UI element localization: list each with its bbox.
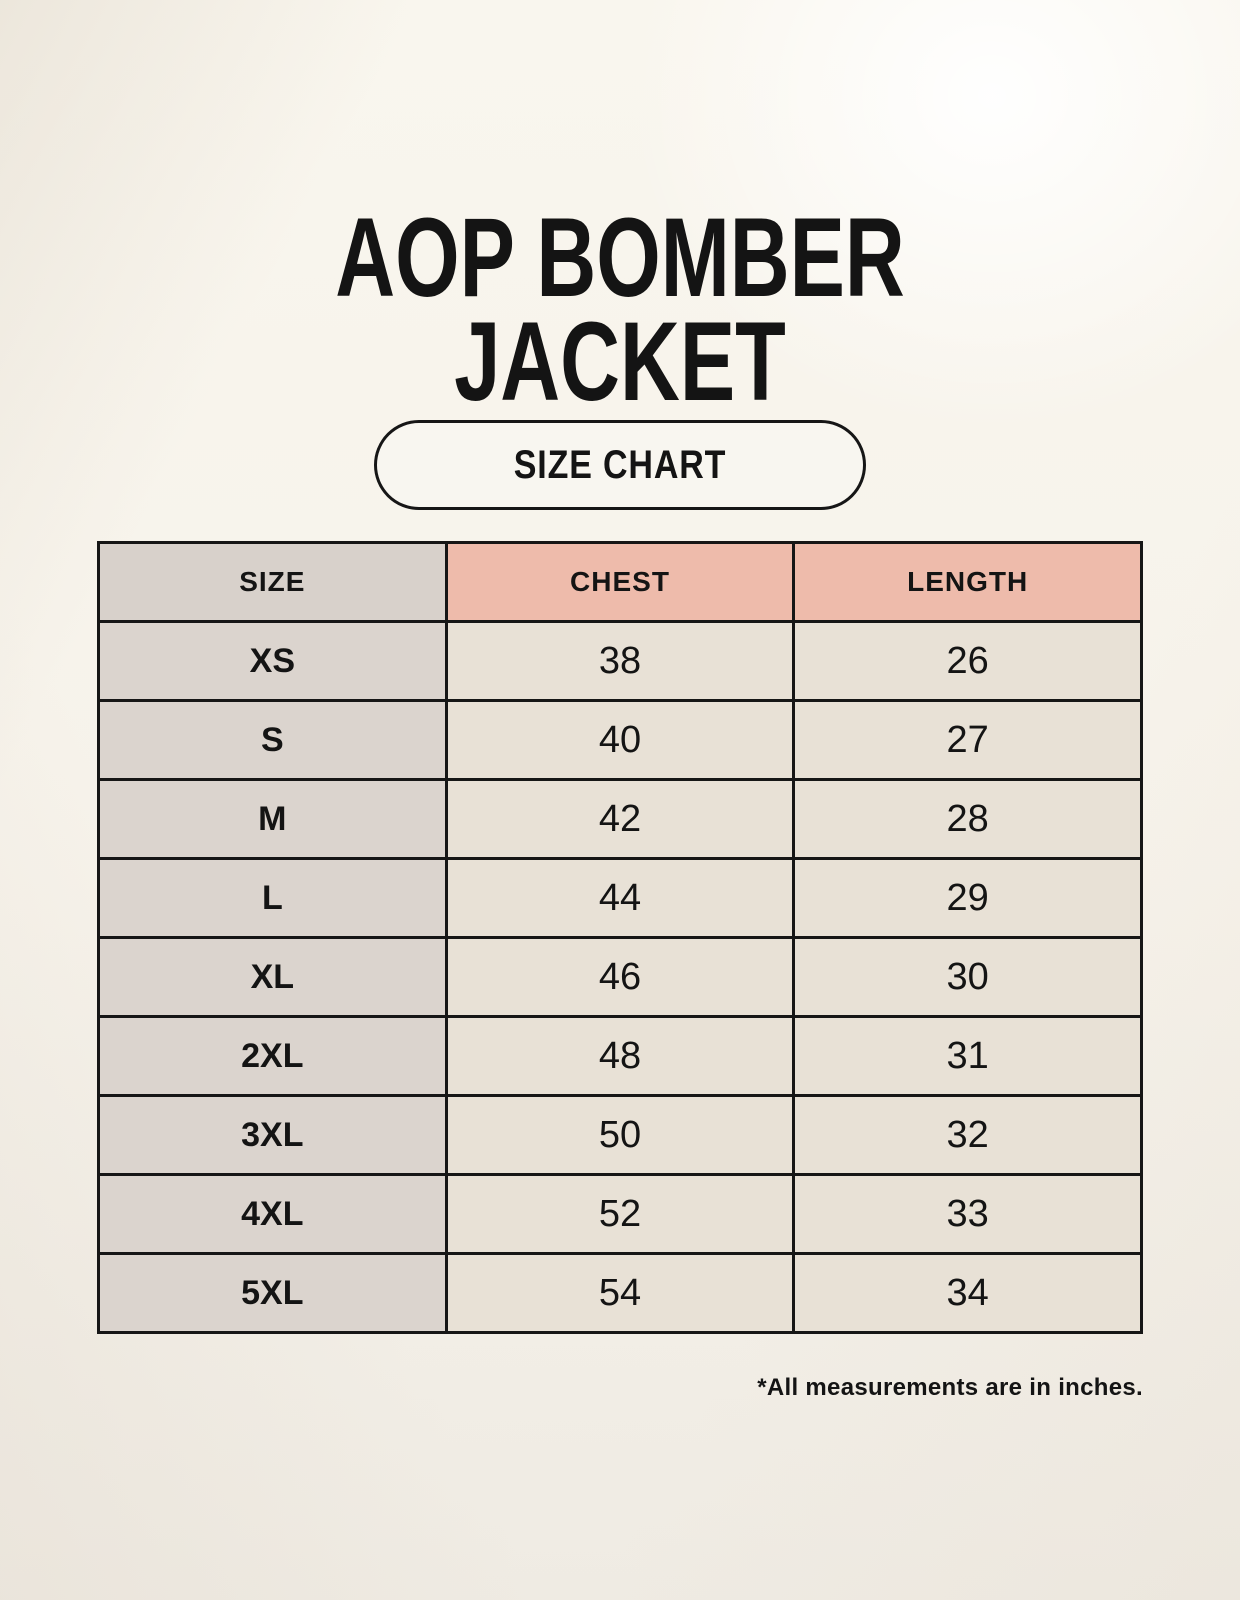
size-chart-table-body: XS 38 26 S 40 27 M 42 28 L 44 29 XL 46 30 2XL 48 31 3XL 50 3…: [97, 620, 1143, 1334]
size-label: M: [97, 778, 448, 860]
length-value: 28: [792, 778, 1143, 860]
column-header-chest: CHEST: [444, 541, 796, 623]
table-row: L 44 29: [97, 857, 1143, 939]
header-row: SIZE CHEST LENGTH: [97, 541, 1143, 623]
size-label: S: [97, 699, 448, 781]
chest-value: 38: [444, 620, 796, 702]
size-chart-badge: SIZE CHART: [374, 420, 866, 510]
size-chart-table: SIZE CHEST LENGTH XS 38 26 S 40 27 M 42 28 L 44 29 X…: [97, 541, 1143, 1334]
table-row: M 42 28: [97, 778, 1143, 860]
chest-value: 52: [444, 1173, 796, 1255]
size-label: 4XL: [97, 1173, 448, 1255]
size-label: L: [97, 857, 448, 939]
size-chart-table-container: SIZE CHEST LENGTH XS 38 26 S 40 27 M 42 28 L 44 29 X…: [97, 541, 1143, 1334]
table-row: 4XL 52 33: [97, 1173, 1143, 1255]
table-row: 3XL 50 32: [97, 1094, 1143, 1176]
size-label: XS: [97, 620, 448, 702]
product-title-line-1: AOP BOMBER: [335, 195, 905, 320]
chest-value: 40: [444, 699, 796, 781]
size-label: XL: [97, 936, 448, 1018]
length-value: 32: [792, 1094, 1143, 1176]
chest-value: 50: [444, 1094, 796, 1176]
length-value: 33: [792, 1173, 1143, 1255]
table-row: S 40 27: [97, 699, 1143, 781]
size-label: 3XL: [97, 1094, 448, 1176]
length-value: 30: [792, 936, 1143, 1018]
chest-value: 48: [444, 1015, 796, 1097]
length-value: 34: [792, 1252, 1143, 1334]
chest-value: 46: [444, 936, 796, 1018]
size-label: 5XL: [97, 1252, 448, 1334]
length-value: 31: [792, 1015, 1143, 1097]
size-chart-badge-label: SIZE CHART: [513, 442, 727, 487]
product-title: AOP BOMBER JACKET: [161, 195, 1079, 424]
product-title-line-2: JACKET: [454, 299, 786, 424]
column-header-length: LENGTH: [792, 541, 1143, 623]
column-header-size: SIZE: [97, 541, 448, 623]
measurement-footnote: *All measurements are in inches.: [757, 1374, 1143, 1401]
table-row: 5XL 54 34: [97, 1252, 1143, 1334]
chest-value: 42: [444, 778, 796, 860]
table-row: XL 46 30: [97, 936, 1143, 1018]
table-row: XS 38 26: [97, 620, 1143, 702]
length-value: 26: [792, 620, 1143, 702]
size-chart-table-header: SIZE CHEST LENGTH: [97, 541, 1143, 623]
chest-value: 44: [444, 857, 796, 939]
table-row: 2XL 48 31: [97, 1015, 1143, 1097]
length-value: 27: [792, 699, 1143, 781]
chest-value: 54: [444, 1252, 796, 1334]
length-value: 29: [792, 857, 1143, 939]
size-label: 2XL: [97, 1015, 448, 1097]
